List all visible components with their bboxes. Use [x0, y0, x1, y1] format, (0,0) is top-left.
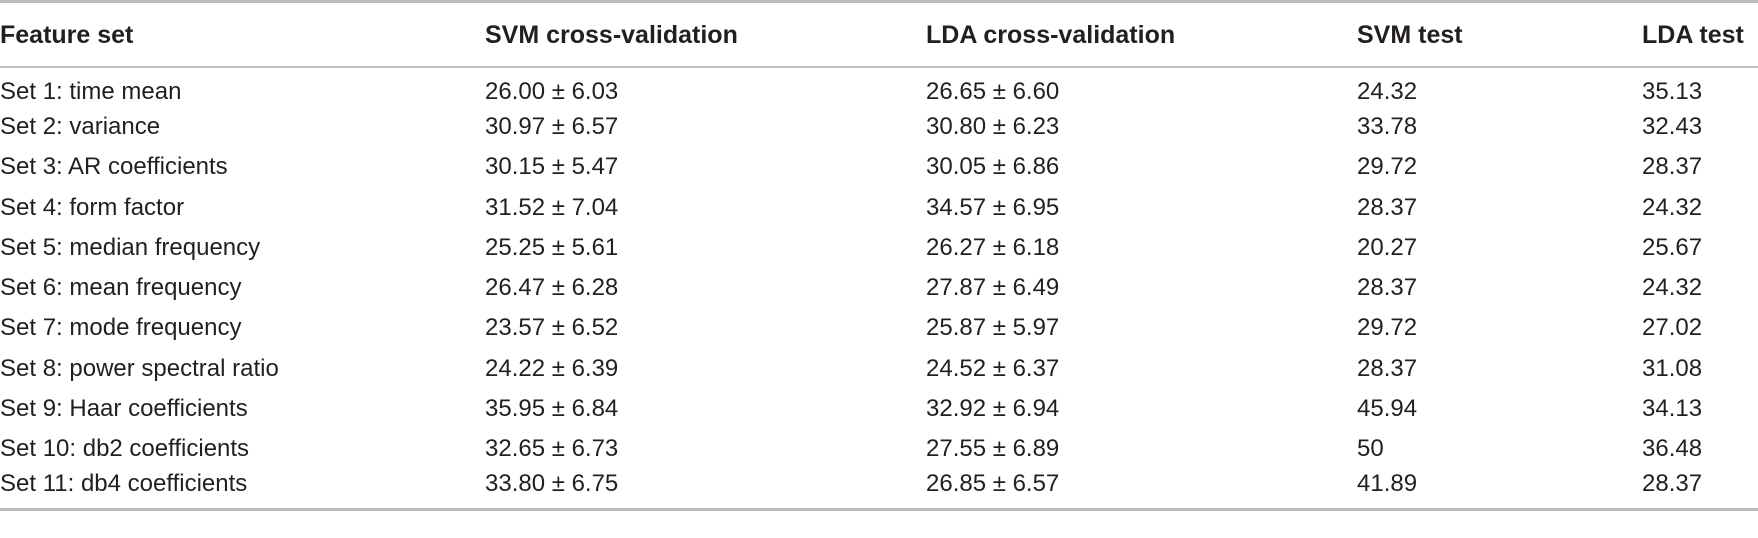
svm-test-cell: 20.27 [1357, 233, 1418, 261]
lda-test-cell: 28.37 [1642, 469, 1758, 512]
lda-test-cell: 34.13 [1642, 395, 1703, 423]
header-svm-cross-validation: SVM cross-validation [485, 0, 926, 68]
table-row: Set 5: median frequency 25.25 ± 5.61 26.… [0, 228, 1758, 268]
svm-test-cell: 24.32 [1357, 78, 1418, 106]
svm-test-cell: 28.37 [1357, 274, 1418, 302]
feature-set-cell: Set 11: db4 coefficients [0, 469, 485, 512]
table-row: Set 8: power spectral ratio 24.22 ± 6.39… [0, 349, 1758, 389]
feature-set-cell: Set 10: db2 coefficients [0, 435, 250, 463]
table-row: Set 11: db4 coefficients 33.80 ± 6.75 26… [0, 469, 1758, 512]
lda-cv-cell: 32.92 ± 6.94 [926, 395, 1060, 423]
feature-set-cell: Set 7: mode frequency [0, 314, 242, 342]
svm-cv-cell: 26.00 ± 6.03 [485, 78, 619, 106]
lda-test-cell: 35.13 [1642, 78, 1703, 106]
table-row: Set 6: mean frequency 26.47 ± 6.28 27.87… [0, 268, 1758, 308]
lda-cv-cell: 25.87 ± 5.97 [926, 314, 1060, 342]
table-row: Set 9: Haar coefficients 35.95 ± 6.84 32… [0, 389, 1758, 429]
lda-cv-cell: 26.85 ± 6.57 [926, 469, 1357, 512]
svm-cv-cell: 26.47 ± 6.28 [485, 274, 619, 302]
svm-cv-cell: 32.65 ± 6.73 [485, 435, 619, 463]
lda-test-cell: 28.37 [1642, 153, 1703, 181]
lda-cv-cell: 30.05 ± 6.86 [926, 153, 1060, 181]
lda-cv-cell: 30.80 ± 6.23 [926, 112, 1060, 140]
feature-set-cell: Set 6: mean frequency [0, 274, 242, 302]
svm-cv-cell: 33.80 ± 6.75 [485, 469, 926, 512]
lda-cv-cell: 26.27 ± 6.18 [926, 233, 1060, 261]
table-row: Set 2: variance 30.97 ± 6.57 30.80 ± 6.2… [0, 107, 1758, 147]
svm-test-cell: 50 [1357, 435, 1384, 463]
lda-test-cell: 31.08 [1642, 354, 1703, 382]
table-row: Set 4: form factor 31.52 ± 7.04 34.57 ± … [0, 187, 1758, 227]
header-svm-test: SVM test [1357, 0, 1642, 68]
svm-test-cell: 29.72 [1357, 153, 1418, 181]
results-table: Feature set SVM cross-validation LDA cro… [0, 0, 1758, 512]
lda-test-cell: 24.32 [1642, 274, 1703, 302]
header-feature-set: Feature set [0, 0, 485, 68]
feature-set-cell: Set 1: time mean [0, 78, 182, 106]
lda-test-cell: 25.67 [1642, 233, 1703, 261]
feature-set-cell: Set 5: median frequency [0, 233, 261, 261]
feature-set-cell: Set 4: form factor [0, 193, 185, 221]
lda-test-cell: 36.48 [1642, 435, 1703, 463]
svm-test-cell: 45.94 [1357, 395, 1418, 423]
svm-cv-cell: 35.95 ± 6.84 [485, 395, 619, 423]
svm-cv-cell: 23.57 ± 6.52 [485, 314, 619, 342]
lda-cv-cell: 34.57 ± 6.95 [926, 193, 1060, 221]
svm-cv-cell: 25.25 ± 5.61 [485, 233, 619, 261]
svm-cv-cell: 31.52 ± 7.04 [485, 193, 619, 221]
svm-cv-cell: 30.15 ± 5.47 [485, 153, 619, 181]
table-header-row: Feature set SVM cross-validation LDA cro… [0, 0, 1758, 68]
table-row: Set 3: AR coefficients 30.15 ± 5.47 30.0… [0, 147, 1758, 187]
svm-cv-cell: 24.22 ± 6.39 [485, 354, 619, 382]
svm-test-cell: 33.78 [1357, 112, 1418, 140]
table-row: Set 1: time mean 26.00 ± 6.03 26.65 ± 6.… [0, 67, 1758, 107]
svm-cv-cell: 30.97 ± 6.57 [485, 112, 619, 140]
header-lda-cross-validation: LDA cross-validation [926, 0, 1357, 68]
lda-cv-cell: 26.65 ± 6.60 [926, 78, 1060, 106]
table-row: Set 7: mode frequency 23.57 ± 6.52 25.87… [0, 308, 1758, 348]
feature-set-cell: Set 2: variance [0, 112, 161, 140]
lda-cv-cell: 27.87 ± 6.49 [926, 274, 1060, 302]
table-row: Set 10: db2 coefficients 32.65 ± 6.73 27… [0, 429, 1758, 469]
header-lda-test: LDA test [1642, 0, 1758, 68]
svm-test-cell: 41.89 [1357, 469, 1642, 512]
feature-set-cell: Set 3: AR coefficients [0, 153, 228, 181]
lda-cv-cell: 24.52 ± 6.37 [926, 354, 1060, 382]
lda-cv-cell: 27.55 ± 6.89 [926, 435, 1060, 463]
feature-set-cell: Set 9: Haar coefficients [0, 395, 248, 423]
svm-test-cell: 28.37 [1357, 354, 1418, 382]
svm-test-cell: 28.37 [1357, 193, 1418, 221]
lda-test-cell: 32.43 [1642, 112, 1703, 140]
lda-test-cell: 27.02 [1642, 314, 1703, 342]
svm-test-cell: 29.72 [1357, 314, 1418, 342]
feature-set-cell: Set 8: power spectral ratio [0, 354, 279, 382]
lda-test-cell: 24.32 [1642, 193, 1703, 221]
